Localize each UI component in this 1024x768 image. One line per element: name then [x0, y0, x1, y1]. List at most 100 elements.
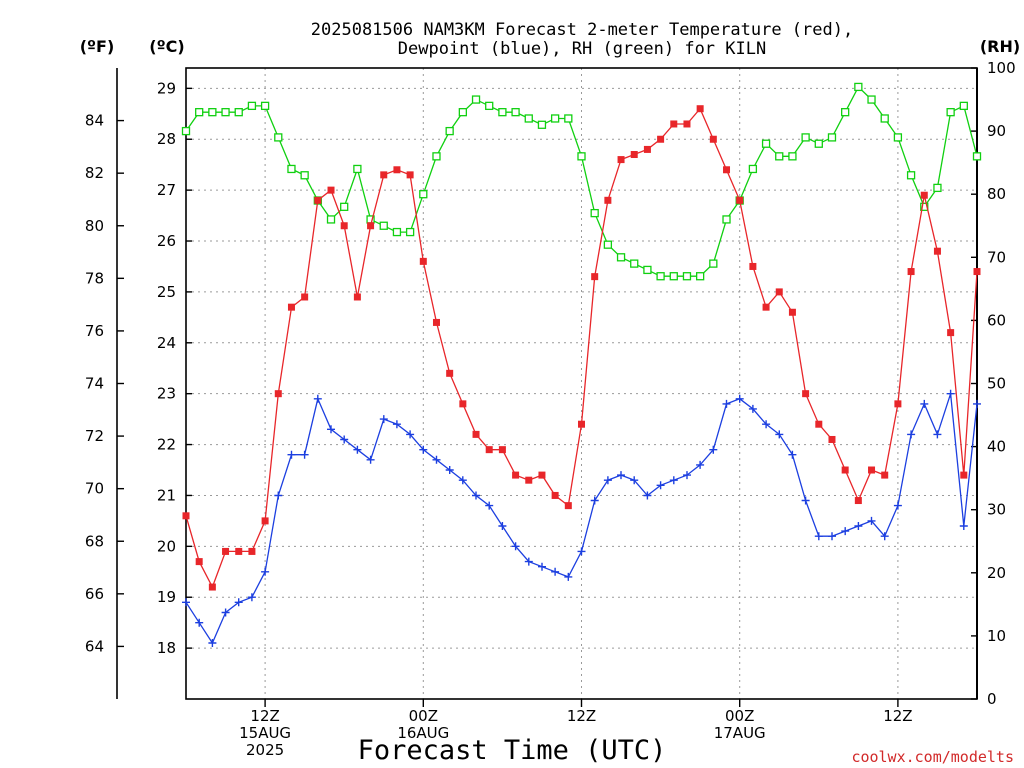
- dewpoint-point: [327, 425, 335, 434]
- celsius-tick-label: 18: [157, 639, 176, 657]
- time-tick-label: 12Z: [567, 707, 596, 725]
- temperature-point: [973, 268, 981, 276]
- rh-point: [458, 108, 468, 117]
- rh-point: [550, 114, 560, 123]
- time-tick-label: 2025: [246, 741, 284, 759]
- rh-tick-label: 20: [987, 564, 1006, 582]
- dewpoint-point: [617, 471, 625, 480]
- rh-point: [946, 108, 955, 117]
- x-axis-title: Forecast Time (UTC): [358, 735, 667, 766]
- temperature-point: [235, 547, 243, 555]
- fahrenheit-tick-label: 74: [85, 375, 104, 393]
- dewpoint-point: [313, 394, 322, 403]
- dewpoint-point: [406, 430, 415, 439]
- dewpoint-point: [445, 466, 454, 474]
- rh-point: [537, 120, 547, 129]
- temperature-point: [723, 166, 731, 174]
- chart-title-line-2: Dewpoint (blue), RH (green) for KILN: [398, 39, 766, 59]
- rh-point: [524, 114, 533, 123]
- rh-unit-label: (RH): [980, 37, 1020, 56]
- dewpoint-point: [683, 471, 691, 480]
- temperature-point: [604, 196, 612, 204]
- rh-tick-label: 60: [987, 311, 1006, 329]
- rh-tick-label: 50: [987, 375, 1006, 393]
- temperature-point: [788, 308, 796, 316]
- dewpoint-point: [208, 639, 217, 647]
- dewpoint-point: [854, 522, 863, 530]
- temperature-point: [287, 303, 295, 311]
- temperature-point: [525, 476, 533, 484]
- temperature-point: [472, 430, 480, 438]
- dewpoint-point: [432, 455, 441, 464]
- dewpoint-point: [247, 593, 256, 602]
- dewpoint-point: [933, 430, 942, 439]
- dewpoint-point: [946, 389, 955, 398]
- temperature-point: [551, 491, 559, 499]
- fahrenheit-tick-label: 68: [85, 532, 104, 550]
- dewpoint-point: [564, 572, 573, 581]
- rh-point: [445, 126, 454, 136]
- temperature-point: [920, 191, 928, 199]
- rh-point: [656, 272, 665, 281]
- temperature-point: [775, 288, 783, 296]
- dewpoint-point: [893, 501, 902, 510]
- rh-point: [419, 190, 428, 199]
- fahrenheit-tick-label: 66: [85, 585, 104, 603]
- rh-point: [485, 101, 494, 111]
- time-tick-label: 12Z: [883, 707, 912, 725]
- temperature-point: [340, 222, 348, 230]
- rh-line: [185, 85, 978, 277]
- rh-point: [775, 152, 784, 161]
- temperature-point: [828, 435, 836, 443]
- dewpoint-point: [221, 608, 230, 617]
- rh-tick-label: 90: [987, 122, 1006, 140]
- temperature-point: [301, 293, 309, 301]
- temperature-point: [696, 105, 704, 113]
- temperature-point: [538, 471, 546, 479]
- rh-point: [234, 108, 243, 117]
- temperature-point: [564, 502, 572, 510]
- temperature-point: [327, 186, 335, 194]
- temperature-point: [960, 471, 968, 479]
- rh-tick-label: 70: [987, 248, 1006, 266]
- fahrenheit-unit-label: (ºF): [80, 37, 115, 56]
- temperature-point: [406, 171, 414, 179]
- celsius-tick-label: 24: [157, 334, 176, 352]
- temperature-point: [485, 446, 493, 454]
- dewpoint-point: [603, 476, 612, 485]
- temperature-point: [868, 466, 876, 474]
- rh-point: [761, 139, 771, 148]
- rh-point: [353, 164, 362, 174]
- dewpoint-point: [300, 450, 309, 459]
- dewpoint-point: [801, 496, 810, 505]
- rh-point: [603, 240, 613, 249]
- dewpoint-point: [775, 430, 784, 439]
- celsius-tick-label: 26: [157, 232, 176, 250]
- temperature-point: [736, 196, 744, 204]
- fahrenheit-tick-label: 76: [85, 322, 104, 340]
- rh-tick-label: 100: [987, 59, 1016, 77]
- temperature-point: [854, 497, 862, 505]
- rh-point: [827, 133, 837, 142]
- dewpoint-point: [867, 516, 876, 525]
- time-tick-label: 15AUG: [239, 724, 291, 742]
- dewpoint-point: [234, 598, 243, 607]
- celsius-unit-label: (ºC): [149, 37, 184, 56]
- dewpoint-point: [340, 435, 349, 444]
- temperature-point: [894, 400, 902, 408]
- rh-point: [564, 114, 573, 123]
- time-tick-label: 17AUG: [714, 724, 766, 742]
- rh-point: [893, 133, 903, 142]
- temperature-point: [670, 120, 678, 128]
- rh-point: [669, 272, 678, 281]
- time-tick-label: 16AUG: [397, 724, 449, 742]
- celsius-tick-label: 19: [157, 588, 176, 606]
- celsius-tick-label: 20: [157, 537, 176, 555]
- temperature-point: [591, 273, 599, 281]
- time-tick-label: 12Z: [250, 707, 279, 725]
- dewpoint-point: [841, 527, 850, 536]
- rh-point: [788, 152, 797, 161]
- temperature-point: [815, 420, 823, 428]
- dewpoint-series: [182, 389, 981, 647]
